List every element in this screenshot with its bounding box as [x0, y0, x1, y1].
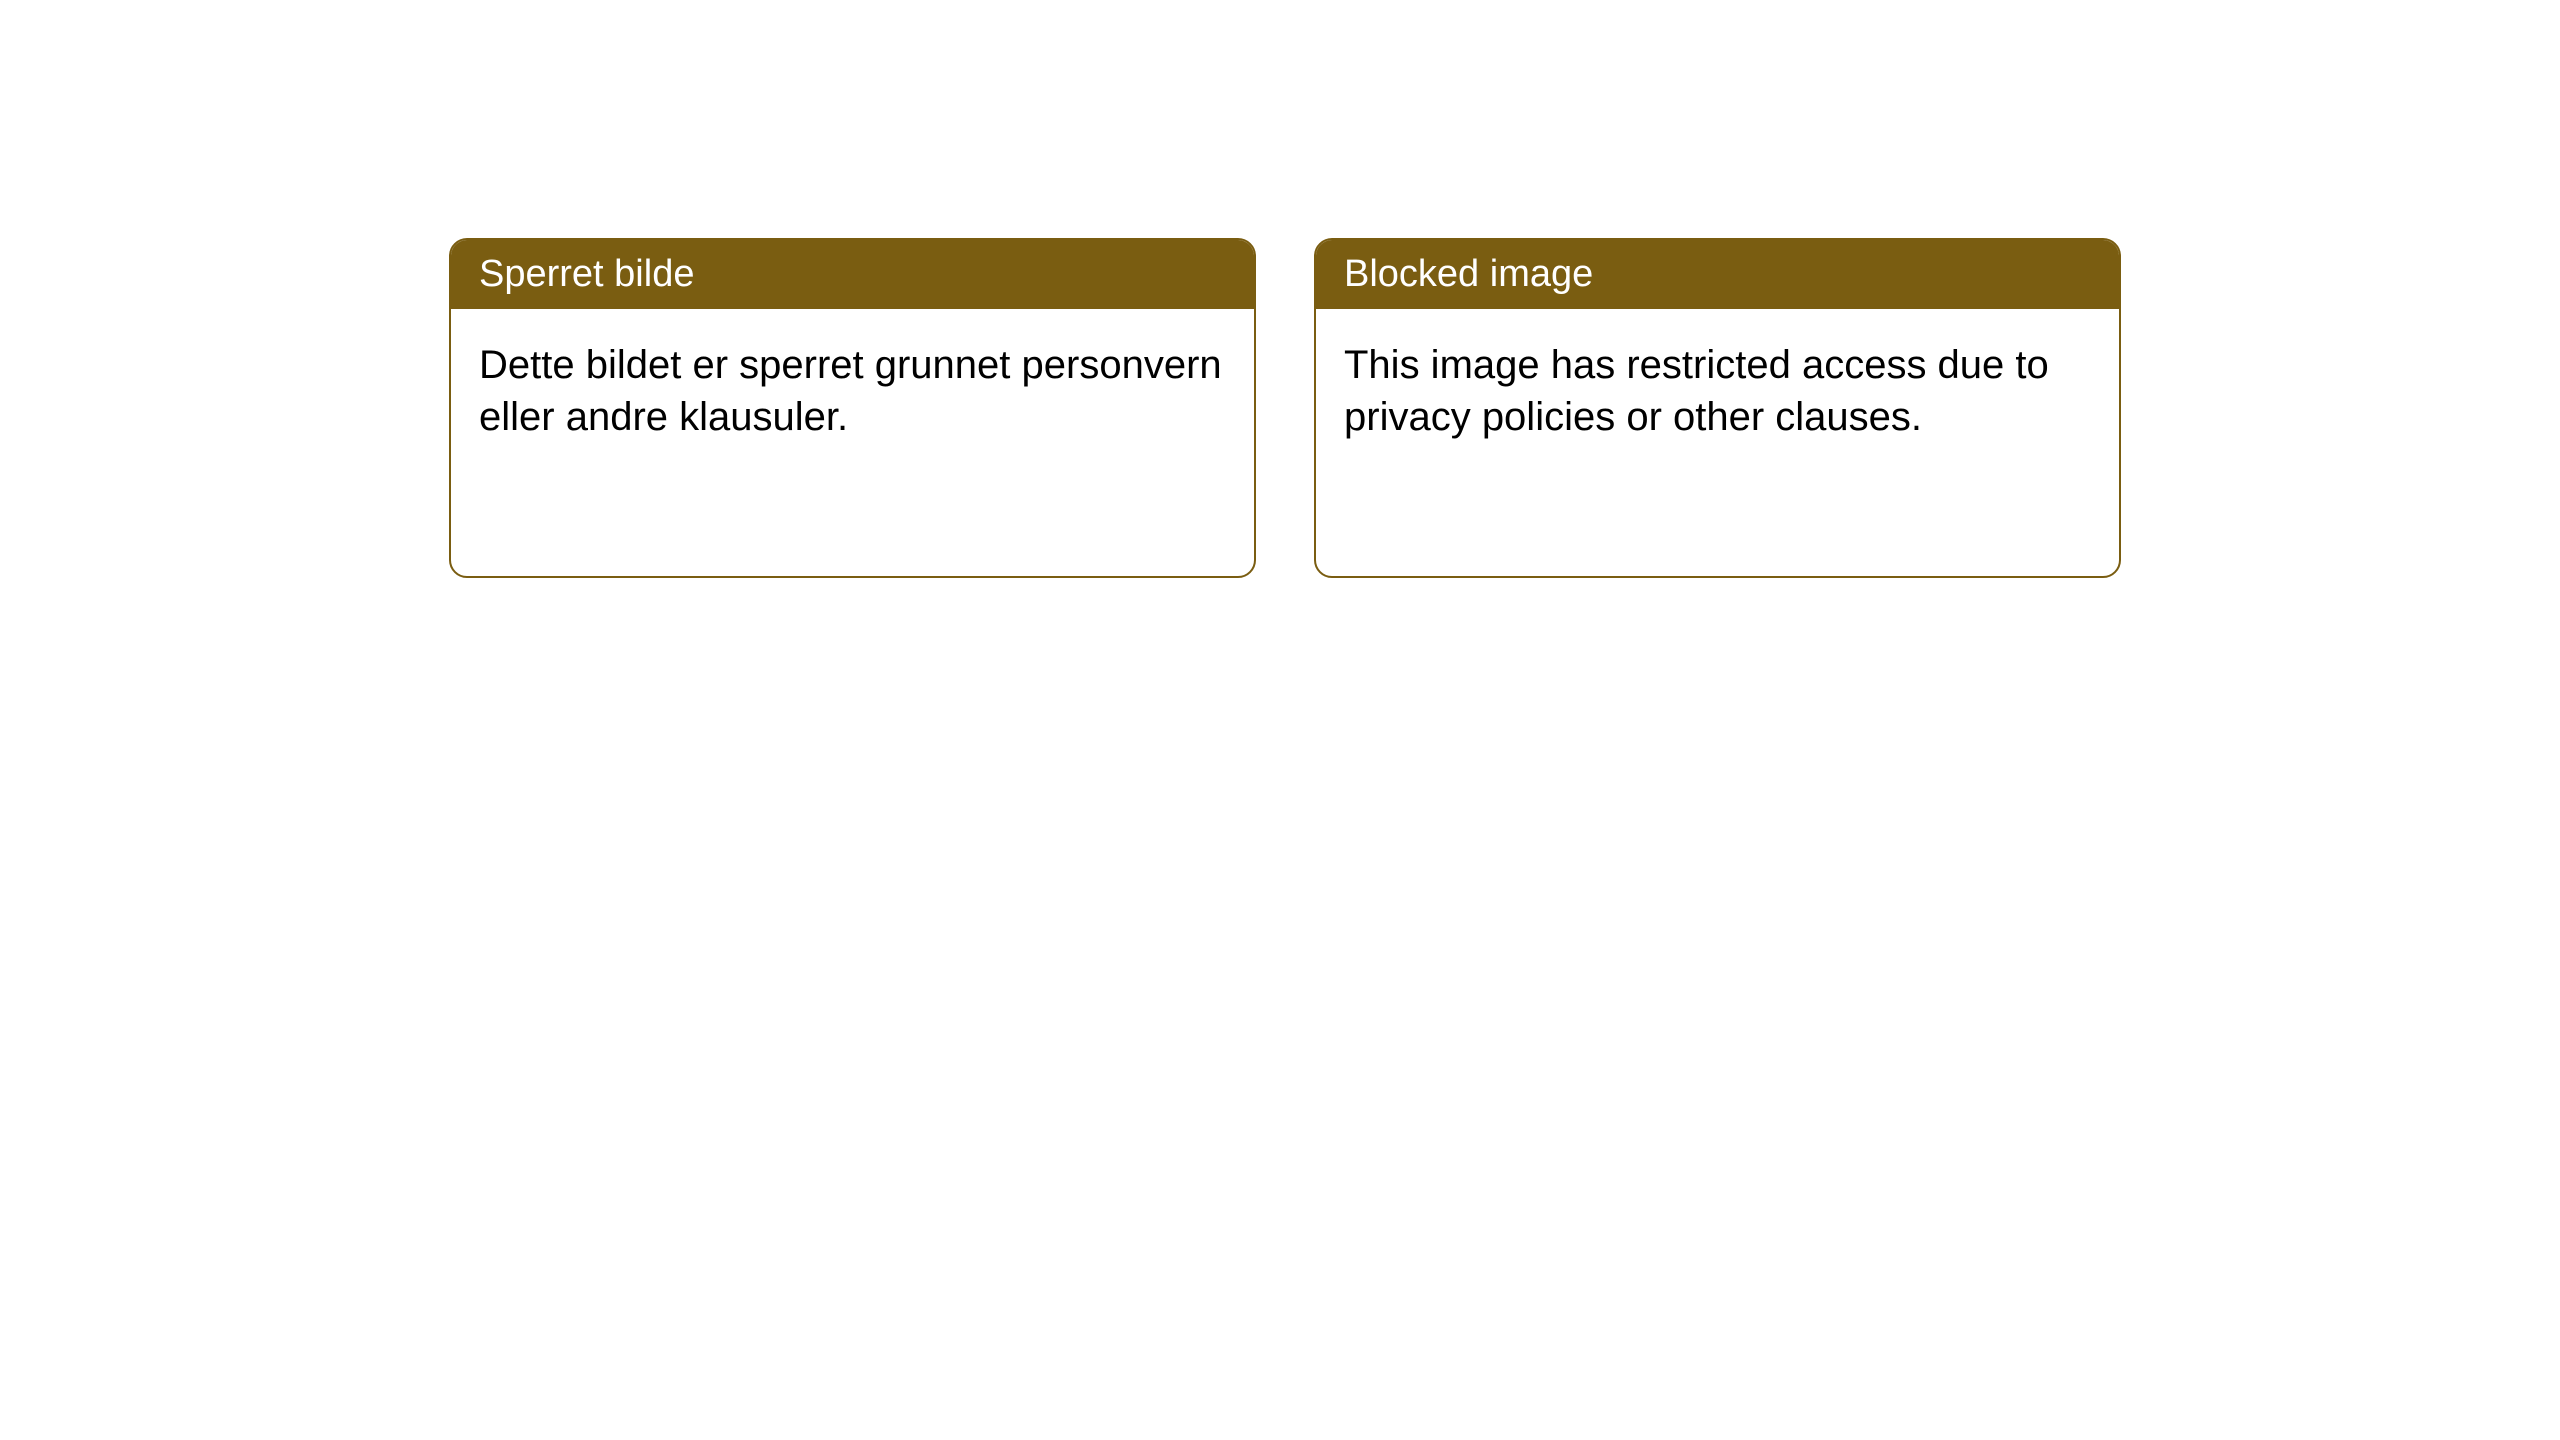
- blocked-image-card-en: Blocked image This image has restricted …: [1314, 238, 2121, 578]
- blocked-image-notices: Sperret bilde Dette bildet er sperret gr…: [449, 238, 2121, 578]
- card-body-en: This image has restricted access due to …: [1316, 309, 2119, 473]
- card-body-no: Dette bildet er sperret grunnet personve…: [451, 309, 1254, 473]
- card-header-no: Sperret bilde: [451, 240, 1254, 309]
- card-header-en: Blocked image: [1316, 240, 2119, 309]
- blocked-image-card-no: Sperret bilde Dette bildet er sperret gr…: [449, 238, 1256, 578]
